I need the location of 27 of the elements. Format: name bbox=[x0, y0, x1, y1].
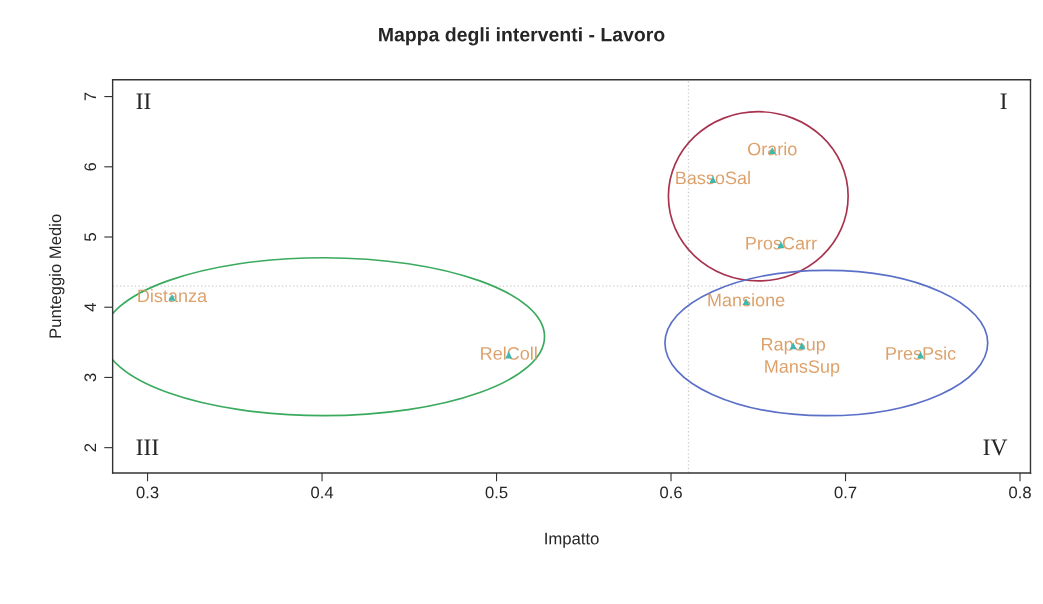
series-label: RelColl bbox=[481, 346, 537, 360]
x-tick-label: 0.8 bbox=[1009, 486, 1031, 499]
y-tick-label: 5 bbox=[84, 233, 97, 241]
y-tick-label: 6 bbox=[84, 162, 97, 171]
series-label: Mansione bbox=[708, 293, 785, 307]
annotation: II bbox=[136, 93, 151, 109]
x-tick-label: 0.3 bbox=[136, 486, 159, 499]
x-tick-label: 0.4 bbox=[311, 486, 334, 499]
x-tick-label: 0.7 bbox=[834, 486, 857, 499]
y-tick-label: 3 bbox=[84, 373, 97, 382]
x-tick-label: 0.5 bbox=[485, 486, 508, 499]
y-tick-label: 4 bbox=[84, 303, 96, 312]
x-axis-title: Impatto bbox=[545, 532, 599, 548]
series-label: BassoSal bbox=[676, 171, 750, 185]
x-tick-label: 0.6 bbox=[660, 486, 682, 499]
series-label: RapSup bbox=[762, 337, 826, 355]
y-tick-label: 7 bbox=[84, 92, 96, 101]
series-label: ProsCarr bbox=[746, 236, 817, 250]
annotation: I bbox=[1000, 93, 1007, 109]
y-tick-label: 2 bbox=[84, 443, 96, 452]
annotation: III bbox=[136, 439, 159, 456]
chart-title: Mappa degli interventi - Lavoro bbox=[379, 27, 665, 46]
y-axis-title: Punteggio Medio bbox=[48, 214, 65, 338]
series-label: PresPsic bbox=[886, 346, 956, 360]
series-label: Orario bbox=[748, 142, 797, 156]
annotation: IV bbox=[983, 439, 1008, 456]
series-label: MansSup bbox=[765, 360, 840, 377]
